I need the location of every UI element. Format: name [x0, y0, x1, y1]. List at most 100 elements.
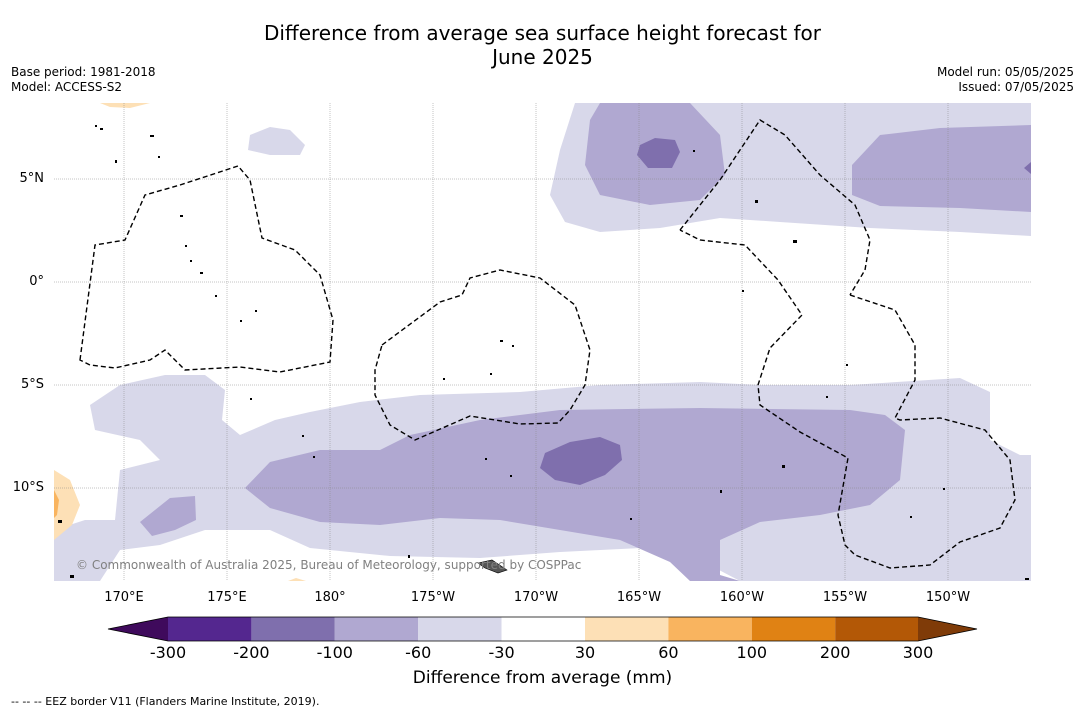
colorbar-tick: -60: [405, 643, 432, 662]
island: [150, 135, 154, 137]
island: [58, 520, 62, 523]
colorbar-segment: [585, 617, 669, 641]
colorbar-segment: [668, 617, 752, 641]
island: [793, 240, 797, 243]
island: [910, 516, 912, 518]
island: [100, 128, 103, 130]
island: [826, 396, 828, 398]
island: [250, 398, 252, 400]
colorbar-tick: 300: [902, 643, 934, 662]
colorbar-tick: -200: [233, 643, 270, 662]
colorbar-tick: 60: [658, 643, 679, 662]
anomaly-region-positive-top: [100, 103, 150, 108]
eez-footnote: -- -- -- EEZ border V11 (Flanders Marine…: [11, 695, 320, 708]
eez-borders: [79, 119, 1016, 569]
island: [485, 458, 487, 460]
title-line-1: Difference from average sea surface heig…: [263, 21, 822, 45]
island: [180, 215, 183, 217]
island: [943, 488, 945, 490]
lon-label-160w: 160°W: [719, 590, 765, 605]
lat-label-10s: 10°S: [12, 480, 44, 495]
lon-label-155w: 155°W: [822, 590, 868, 605]
copyright-notice: © Commonwealth of Australia 2025, Bureau…: [76, 558, 582, 572]
island: [408, 555, 410, 558]
graticule: [54, 103, 1031, 581]
island: [115, 160, 117, 163]
colorbar-tick: -300: [149, 643, 187, 662]
colorbar-outline: [107, 616, 978, 642]
eez-border-kiribati-gilbert: [79, 165, 334, 373]
colorbar-segment: [501, 617, 585, 641]
anomaly-region-positive-west-core: [54, 490, 59, 518]
title-line-2: June 2025: [492, 45, 593, 69]
island: [158, 156, 160, 158]
colorbar-segment: [751, 617, 836, 641]
islands: [58, 125, 1029, 580]
anomaly-region-dark-south: [540, 437, 622, 485]
map-title: Difference from average sea surface heig…: [0, 21, 1085, 69]
anomaly-region-light-small: [248, 127, 305, 155]
colorbar-tick: -30: [488, 643, 515, 662]
lon-label-175e: 175°E: [207, 590, 247, 605]
colorbar-segment: [251, 617, 335, 641]
island-samoa: [477, 559, 508, 574]
lat-label-0: 0°: [29, 274, 44, 289]
anomaly-region-positive-bottom: [288, 578, 306, 581]
island: [313, 456, 315, 458]
island: [720, 490, 722, 493]
lon-label-170e: 170°E: [104, 590, 144, 605]
lon-label-175w: 175°W: [410, 590, 456, 605]
meta-right: Model run: 05/05/2025 Issued: 07/05/2025: [937, 65, 1074, 95]
colorbar-tick: 100: [736, 643, 768, 662]
colorbar-extend-low: [108, 617, 168, 641]
island: [846, 364, 848, 366]
colorbar-segment: [835, 617, 918, 641]
anomaly-region-mid-south: [245, 408, 905, 581]
island: [1025, 578, 1029, 580]
island: [630, 518, 632, 520]
colorbar-tick: 30: [574, 643, 596, 662]
island: [693, 150, 695, 152]
issued-date: Issued: 07/05/2025: [958, 80, 1074, 94]
island: [185, 245, 187, 247]
base-period: Base period: 1981-2018: [11, 65, 156, 79]
map-area: [54, 103, 1031, 581]
model-run: Model run: 05/05/2025: [936, 65, 1074, 79]
model-name: Model: ACCESS-S2: [11, 80, 123, 94]
colorbar: [107, 616, 978, 642]
island: [755, 200, 758, 203]
island: [240, 320, 242, 322]
island: [95, 125, 97, 127]
colorbar-title: Difference from average (mm): [412, 668, 673, 688]
colorbar-tick: 200: [819, 643, 851, 662]
island: [742, 290, 744, 292]
lon-label-180: 180°: [314, 590, 346, 605]
colorbar-segment: [168, 617, 252, 641]
island: [215, 295, 217, 297]
colorbar-tick: -100: [316, 643, 353, 662]
island: [70, 575, 74, 578]
eez-border-kiribati-line-north: [679, 119, 871, 296]
lon-label-150w: 150°W: [925, 590, 971, 605]
island: [200, 272, 203, 274]
lat-label-5n: 5°N: [19, 171, 45, 186]
anomaly-region-mid-north-2: [852, 125, 1031, 212]
colorbar-segment: [418, 617, 502, 641]
colorbar-extend-high: [918, 617, 977, 641]
meta-left: Base period: 1981-2018 Model: ACCESS-S2: [11, 65, 156, 95]
eez-border-kiribati-line-south: [679, 229, 1016, 569]
island: [512, 345, 514, 347]
island: [782, 465, 785, 468]
island: [190, 260, 192, 262]
island: [510, 475, 512, 477]
island: [500, 340, 503, 342]
anomaly-region-dark-east-edge: [1024, 162, 1031, 174]
lon-label-165w: 165°W: [616, 590, 662, 605]
lat-label-5s: 5°S: [20, 377, 44, 392]
island: [255, 310, 257, 312]
lon-label-170w: 170°W: [513, 590, 559, 605]
island: [302, 435, 304, 437]
anomaly-region-mid-southwest: [140, 496, 196, 536]
anomaly-region-dark-north: [637, 138, 680, 168]
